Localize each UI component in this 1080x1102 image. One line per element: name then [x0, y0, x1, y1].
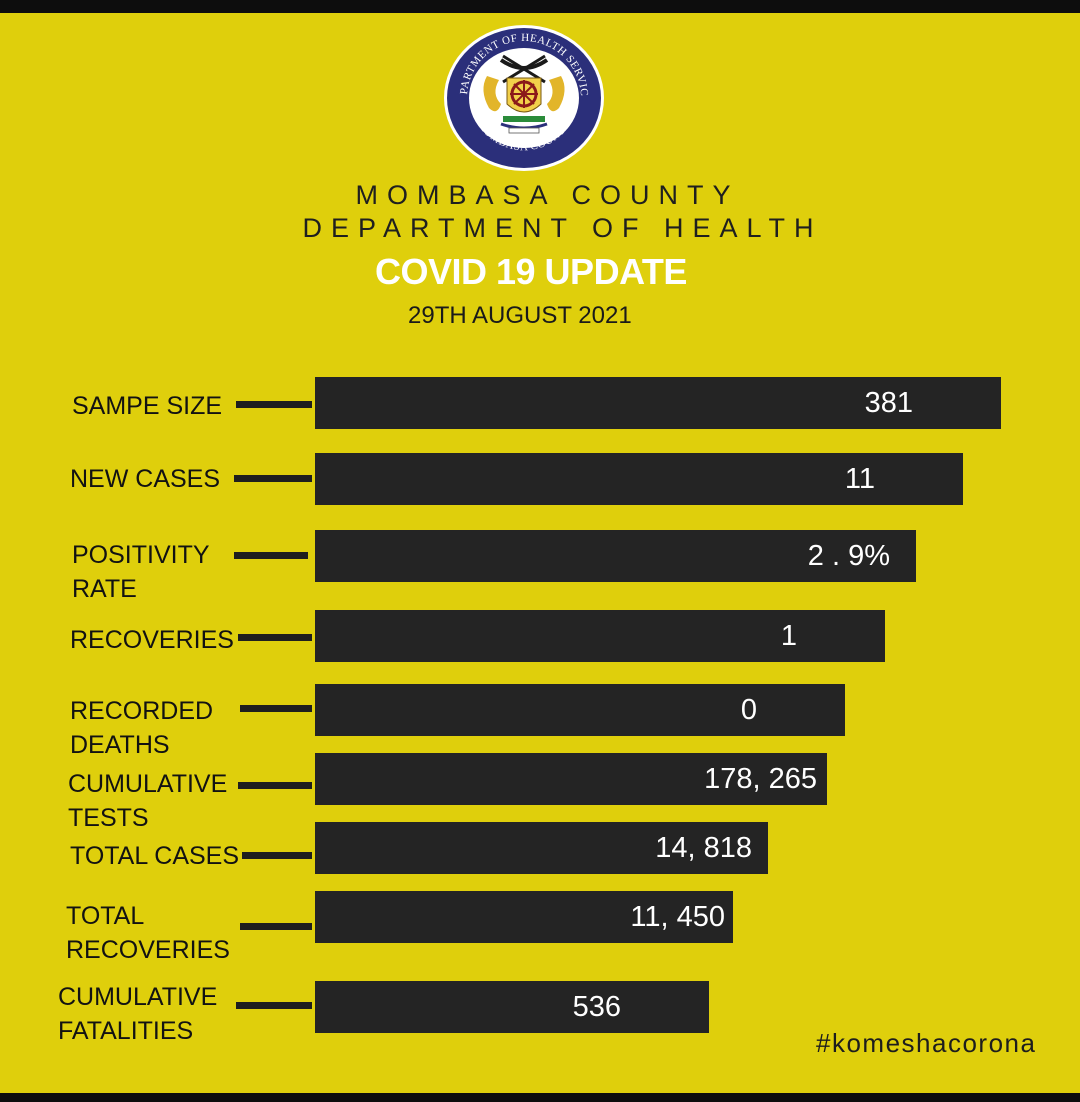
- stat-bar-cumulative-fatalities: 536: [315, 981, 709, 1033]
- stat-bar-positivity-rate: 2 . 9%: [315, 530, 916, 582]
- page-title: COVID 19 UPDATE: [375, 251, 687, 292]
- stat-value-new-cases: 11: [844, 463, 875, 495]
- stat-value-recoveries: 1: [780, 620, 797, 652]
- stat-value-recorded-deaths: 0: [740, 694, 757, 726]
- stat-label-cumulative-fatalities: CUMULATIVE FATALITIES: [58, 983, 218, 1045]
- stat-label-total-cases: TOTAL CASES: [70, 842, 240, 870]
- stat-bar-new-cases: 11: [315, 453, 963, 505]
- stat-bar-total-cases: 14, 818: [315, 822, 768, 874]
- stat-value-sample-size: 381: [864, 387, 913, 419]
- stat-value-cumulative-fatalities: 536: [572, 991, 621, 1023]
- stat-bar-recorded-deaths: 0: [315, 684, 845, 736]
- stat-bar-sample-size: 381: [315, 377, 1001, 429]
- top-border: [0, 0, 1080, 13]
- stat-label-recorded-deaths: RECORDED DEATHS: [70, 697, 214, 759]
- stat-value-cumulative-tests: 178, 265: [704, 763, 817, 795]
- leader-line: [236, 401, 312, 408]
- stat-value-total-recoveries: 11, 450: [630, 901, 725, 933]
- leader-line: [238, 634, 312, 641]
- bottom-border: [0, 1093, 1080, 1102]
- stat-label-recoveries: RECOVERIES: [70, 626, 234, 654]
- report-date: 29TH AUGUST 2021: [408, 302, 632, 329]
- hashtag: #komeshacorona: [816, 1028, 1037, 1058]
- stat-label-positivity-rate: POSITIVITY RATE: [72, 541, 210, 603]
- org-name-line-1: MOMBASA COUNTY: [355, 180, 740, 210]
- leader-line: [236, 1002, 312, 1009]
- stat-label-sample-size: SAMPE SIZE: [72, 392, 223, 420]
- leader-line: [240, 923, 312, 930]
- leader-line: [234, 552, 308, 559]
- stat-label-new-cases: NEW CASES: [70, 465, 221, 493]
- stat-bar-total-recoveries: 11, 450: [315, 891, 733, 943]
- stat-bar-recoveries: 1: [315, 610, 885, 662]
- stat-value-total-cases: 14, 818: [655, 832, 752, 864]
- county-seal-logo: DEPARTMENT OF HEALTH SERVICES MOMBASA CO…: [443, 24, 604, 171]
- stat-value-positivity-rate: 2 . 9%: [807, 540, 890, 572]
- leader-line: [238, 782, 312, 789]
- leader-line: [234, 475, 312, 482]
- org-name-line-2: DEPARTMENT OF HEALTH: [302, 213, 823, 243]
- stat-label-total-recoveries: TOTAL RECOVERIES: [66, 902, 230, 964]
- stat-bar-cumulative-tests: 178, 265: [315, 753, 827, 805]
- stat-label-cumulative-tests: CUMULATIVE TESTS: [68, 770, 228, 832]
- leader-line: [242, 852, 312, 859]
- leader-line: [240, 705, 312, 712]
